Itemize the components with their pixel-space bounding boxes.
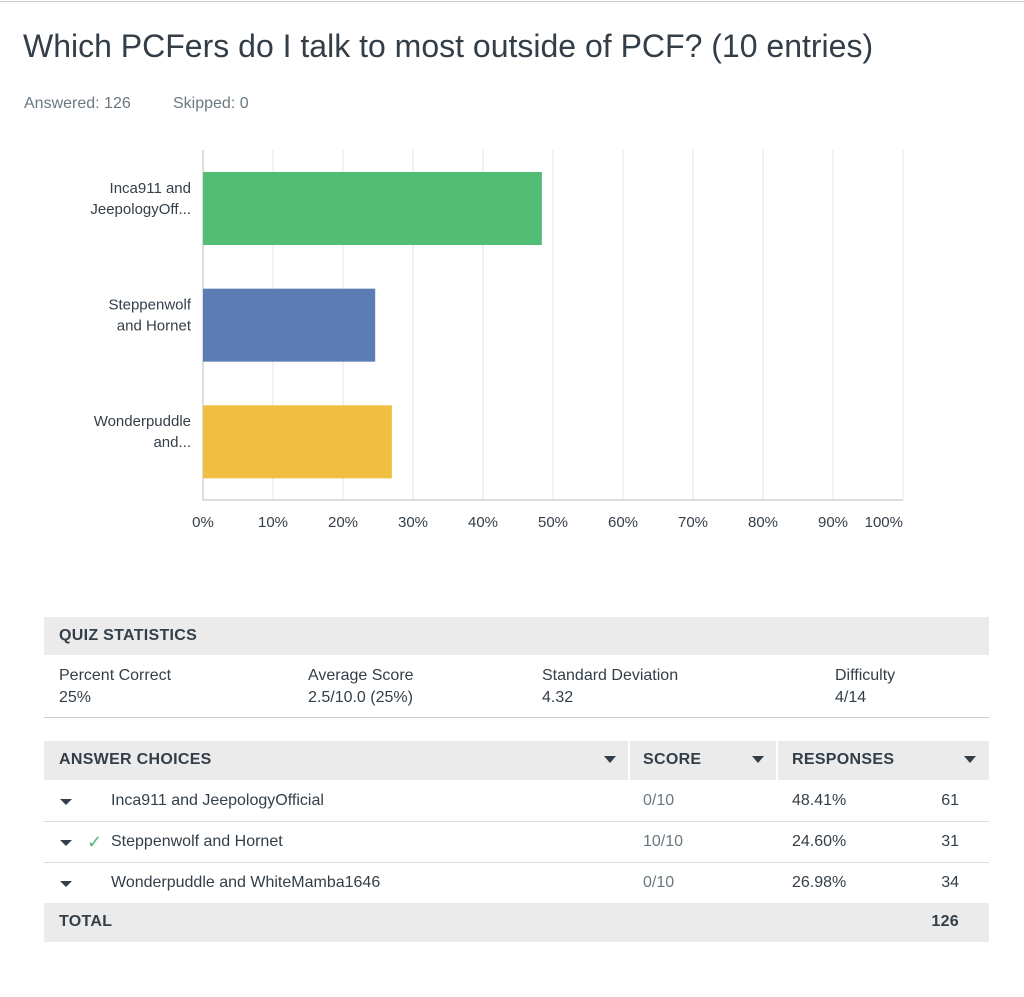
x-tick-label: 80% <box>748 514 778 531</box>
bar <box>203 172 542 245</box>
y-tick-label: Steppenwolf and Hornet <box>108 297 191 335</box>
answer-choice: Wonderpuddle and WhiteMamba1646 <box>111 874 381 891</box>
x-tick-label: 90% <box>818 514 848 531</box>
row-toggle[interactable] <box>60 799 72 805</box>
row-divider <box>44 821 989 822</box>
stat-label: Standard Deviation <box>542 667 679 684</box>
top-border <box>0 1 1024 2</box>
label-line: Wonderpuddle <box>94 413 191 430</box>
column-header: RESPONSES <box>792 751 895 768</box>
stats-title: QUIZ STATISTICS <box>59 627 198 644</box>
answer-percent: 24.60% <box>792 833 847 850</box>
col-sep <box>776 741 778 780</box>
stat-value: 4.32 <box>542 689 574 706</box>
column-header: SCORE <box>643 751 702 768</box>
answer-percent: 26.98% <box>792 874 847 891</box>
answer-count: 34 <box>941 874 959 891</box>
x-tick-label: 60% <box>608 514 638 531</box>
label-line: and... <box>153 434 191 451</box>
stat-value: 4/14 <box>835 689 867 706</box>
sort-arrow <box>964 756 976 763</box>
answer-count: 31 <box>941 833 959 850</box>
label-line: JeepologyOff... <box>90 201 191 218</box>
chart: 0% 10% 20% 30% 40% 50% 60% 70% 80% 90% 100% Inca911… <box>90 150 904 531</box>
label-line: and Hornet <box>117 318 192 335</box>
label-line: Inca911 and <box>110 180 191 197</box>
x-tick-label: 100% <box>865 514 903 531</box>
total-bg <box>44 903 989 942</box>
column-header: ANSWER CHOICES <box>59 751 212 768</box>
stat-value: 25% <box>59 689 92 706</box>
bar <box>203 288 376 362</box>
col-sep <box>628 741 630 780</box>
row-toggle[interactable] <box>60 840 72 846</box>
divider <box>44 717 989 718</box>
x-tick-label: 10% <box>258 514 288 531</box>
total-label: TOTAL <box>59 913 113 930</box>
answer-choice: Steppenwolf and Hornet <box>111 833 283 850</box>
x-tick-label: 40% <box>468 514 498 531</box>
answer-score: 0/10 <box>643 874 675 891</box>
answer-score: 10/10 <box>643 833 684 850</box>
x-tick-label: 30% <box>398 514 428 531</box>
answer-score: 0/10 <box>643 792 675 809</box>
x-tick-label: 70% <box>678 514 708 531</box>
stat-value: 2.5/10.0 (25%) <box>308 689 413 706</box>
total-value: 126 <box>931 913 959 930</box>
y-tick-label: Inca911 and JeepologyOff... <box>90 180 191 218</box>
x-tick-label: 20% <box>328 514 358 531</box>
bar <box>203 405 392 479</box>
row-divider <box>44 862 989 863</box>
row-toggle[interactable] <box>60 881 72 887</box>
answer-count: 61 <box>941 792 959 809</box>
stat-label: Percent Correct <box>59 667 172 684</box>
question-title: Which PCFers do I talk to most outside o… <box>23 28 874 64</box>
label-line: Steppenwolf <box>108 297 191 314</box>
correct-check: ✓ <box>87 832 103 852</box>
sort-arrow <box>604 756 616 763</box>
y-tick-label: Wonderpuddle and... <box>94 413 191 451</box>
x-tick-label: 50% <box>538 514 568 531</box>
stat-label: Average Score <box>308 667 414 684</box>
sort-arrow <box>752 756 764 763</box>
answers-header-bg <box>44 741 989 780</box>
stats-header-bg <box>44 617 989 655</box>
answer-percent: 48.41% <box>792 792 847 809</box>
answer-choice: Inca911 and JeepologyOfficial <box>111 792 324 809</box>
answered: Answered: 126 <box>24 95 131 112</box>
x-tick-label: 0% <box>192 514 214 531</box>
skipped: Skipped: 0 <box>173 95 249 112</box>
stat-label: Difficulty <box>835 667 896 684</box>
